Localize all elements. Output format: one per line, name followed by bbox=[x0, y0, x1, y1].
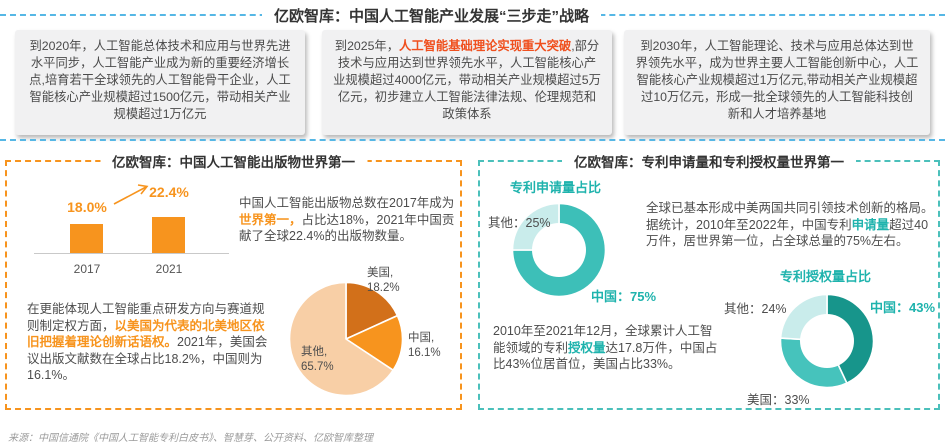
patent-applications-donut-chart bbox=[511, 202, 607, 303]
pie-label-others: 其他, 65.7% bbox=[301, 346, 334, 373]
patents-note-top: 全球已基本形成中美两国共同引领技术创新的格局。据统计，2010年至2022年，中… bbox=[646, 201, 934, 248]
grants-label-china: 中国：43% bbox=[870, 300, 936, 315]
pie-label-china: 中国, 16.1% bbox=[408, 332, 441, 359]
patents-panel-title: 亿欧智库：专利申请量和专利授权量世界第一 bbox=[562, 151, 856, 171]
strategy-box-2025: 到2025年，人工智能基础理论实现重大突破,部分技术与应用达到世界领先水平，人工… bbox=[322, 30, 612, 135]
section-divider-dashed-line bbox=[0, 139, 945, 141]
page-title: 亿欧智库：中国人工智能产业发展“三步走”战略 bbox=[262, 5, 602, 26]
publications-note-bottom: 在更能体现人工智能重点研发方向与赛道规则制定权方面，以美国为代表的北美地区依旧把… bbox=[27, 302, 268, 382]
pie-label-usa: 美国, 18.2% bbox=[367, 267, 400, 294]
applications-label-others: 其他：25% bbox=[488, 216, 551, 230]
publications-note-top: 中国人工智能出版物总数在2017年成为世界第一，占比达18%，2021年中国贡献… bbox=[239, 196, 455, 243]
patents-panel: 亿欧智库：专利申请量和专利授权量世界第一 专利申请量占比 其他：25% 中国：7… bbox=[478, 151, 940, 410]
patent-grants-donut-title: 专利授权量占比 bbox=[780, 269, 872, 284]
publications-pie-chart bbox=[288, 281, 404, 402]
bar-year-2017: 2017 bbox=[73, 262, 101, 276]
strategy-box-2020: 到2020年，人工智能总体技术和应用与世界先进水平同步，人工智能产业成为新的重要… bbox=[15, 30, 305, 135]
source-note: 来源：中国信通院《中国人工智能专利白皮书》、智慧芽、公开资料、亿欧智库整理 bbox=[8, 433, 373, 444]
growth-arrow-icon bbox=[113, 184, 149, 205]
bar-year-2021: 2021 bbox=[155, 262, 183, 276]
bar-value-2021: 22.4% bbox=[149, 184, 189, 200]
bar-chart-axis bbox=[34, 253, 229, 254]
bar-2017 bbox=[70, 224, 103, 254]
publications-bar-chart: 18.0% 22.4% 2017 2021 bbox=[29, 182, 234, 282]
grants-label-others: 其他：24% bbox=[724, 302, 787, 316]
publications-panel: 亿欧智库：中国人工智能出版物世界第一 18.0% 22.4% 2017 2021… bbox=[5, 151, 462, 410]
publications-panel-title: 亿欧智库：中国人工智能出版物世界第一 bbox=[100, 151, 367, 171]
bar-value-2017: 18.0% bbox=[67, 199, 107, 215]
strategy-box-2030: 到2030年，人工智能理论、技术与应用总体达到世界领先水平，成为世界主要人工智能… bbox=[624, 30, 930, 135]
patent-applications-donut-title: 专利申请量占比 bbox=[510, 180, 602, 195]
bar-2021 bbox=[152, 217, 185, 254]
applications-label-china: 中国：75% bbox=[591, 289, 657, 304]
patent-grants-donut-chart bbox=[779, 293, 875, 394]
patents-note-bottom: 2010年至2021年12月，全球累计人工智能领域的专利授权量达17.8万件，中… bbox=[493, 324, 718, 371]
grants-label-usa: 美国：33% bbox=[747, 393, 810, 407]
